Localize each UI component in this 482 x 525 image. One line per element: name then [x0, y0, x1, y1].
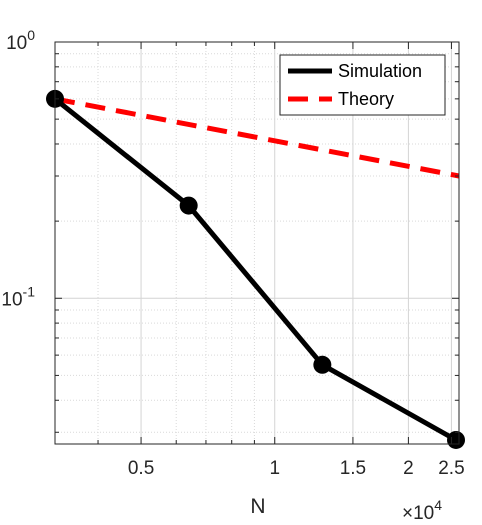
x-exponent-label: ×104 [402, 497, 442, 524]
x-tick-label: 0.5 [128, 458, 154, 479]
legend-box [279, 54, 446, 116]
data-point-simulation [179, 196, 198, 215]
series-line-simulation [53, 96, 458, 443]
legend-label-simulation: Simulation [338, 61, 422, 81]
x-axis-exponent: ×104 [402, 497, 442, 524]
x-axis-label: N [250, 495, 265, 518]
legend-label-theory: Theory [338, 89, 394, 109]
legend: Simulation Theory [279, 54, 446, 116]
plot-frame [54, 41, 460, 445]
x-tick-label: 1.5 [340, 458, 366, 479]
data-point-simulation [313, 355, 332, 374]
tick-layer: 0.5 1 1.5 2 2.5 100 10-1 [1, 27, 464, 479]
x-tick-label: 2.5 [438, 458, 464, 479]
data-point-simulation [447, 430, 466, 449]
x-tick-label: 1 [269, 458, 280, 479]
x-tick-label: 2 [403, 458, 414, 479]
y-tick-label: 10-1 [1, 283, 35, 310]
series-line-theory [54, 96, 460, 179]
y-tick-label: 100 [6, 27, 35, 54]
series-layer [46, 89, 466, 449]
